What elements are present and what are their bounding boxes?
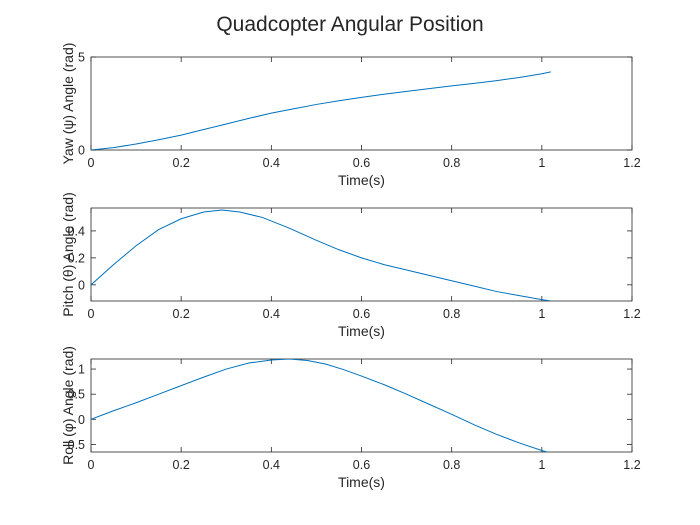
pitch-ylabel: Pitch (θ) Angle (rad) [60,192,76,317]
yaw-xtick-label: 0.8 [443,156,460,170]
yaw-axes-box [90,56,633,151]
yaw-subplot: 0 0.2 0.4 0.6 0.8 1 1.2 0 5 Time(s) Yaw (ψ) Angle … [60,43,641,188]
pitch-xtick-label: 0.2 [172,307,189,321]
pitch-ytick-label: 0 [78,278,85,292]
roll-xtick-label: 0.2 [172,458,189,472]
yaw-xtick-label: 1 [538,156,545,170]
roll-ytick-label: -0.5 [63,438,85,452]
roll-xtick-label: 0 [88,458,95,472]
roll-axes-box [90,358,633,453]
yaw-angle-line [91,71,551,150]
roll-xtick-label: 0.8 [443,458,460,472]
pitch-ytick-label: 0.4 [68,224,85,238]
roll-xlabel: Time(s) [338,474,385,490]
pitch-xtick-label: 0 [88,307,95,321]
pitch-xtick-label: 0.6 [353,307,370,321]
pitch-xtick-label: 0.4 [263,307,280,321]
subplots: 0 0.2 0.4 0.6 0.8 1 1.2 0 5 Time(s) Yaw (ψ) Angle … [60,43,641,490]
yaw-ytick-label: 0 [78,144,85,158]
pitch-xlabel: Time(s) [338,323,385,339]
yaw-xtick-label: 0.4 [263,156,280,170]
pitch-xtick-label: 0.8 [443,307,460,321]
yaw-xtick-label: 0.6 [353,156,370,170]
roll-ytick-label: 1 [78,363,85,377]
roll-ylabel: Roll (φ) Angle (rad) [60,346,76,465]
pitch-angle-line [91,209,551,301]
yaw-xtick-label: 0.2 [172,156,189,170]
yaw-xtick-label: 1.2 [623,156,640,170]
figure-title: Quadcopter Angular Position [216,13,483,36]
roll-xtick-label: 0.6 [353,458,370,472]
roll-xtick-label: 0.4 [263,458,280,472]
pitch-axes-box [90,207,633,302]
pitch-xtick-label: 1.2 [623,307,640,321]
roll-angle-line [91,359,550,452]
yaw-ylabel: Yaw (ψ) Angle (rad) [60,43,76,165]
roll-ytick-label: 0.5 [68,388,85,402]
pitch-ytick-label: 0.2 [68,251,85,265]
yaw-xtick-label: 0 [88,156,95,170]
roll-xtick-label: 1.2 [623,458,640,472]
yaw-xlabel: Time(s) [338,172,385,188]
pitch-subplot: 0 0.2 0.4 0.6 0.8 1 1.2 0 0.2 0.4 Time(s) Pitch (θ)… [60,192,641,339]
roll-ytick-label: 0 [78,413,85,427]
roll-xtick-label: 1 [538,458,545,472]
pitch-xtick-label: 1 [538,307,545,321]
yaw-ytick-label: 5 [78,51,85,65]
